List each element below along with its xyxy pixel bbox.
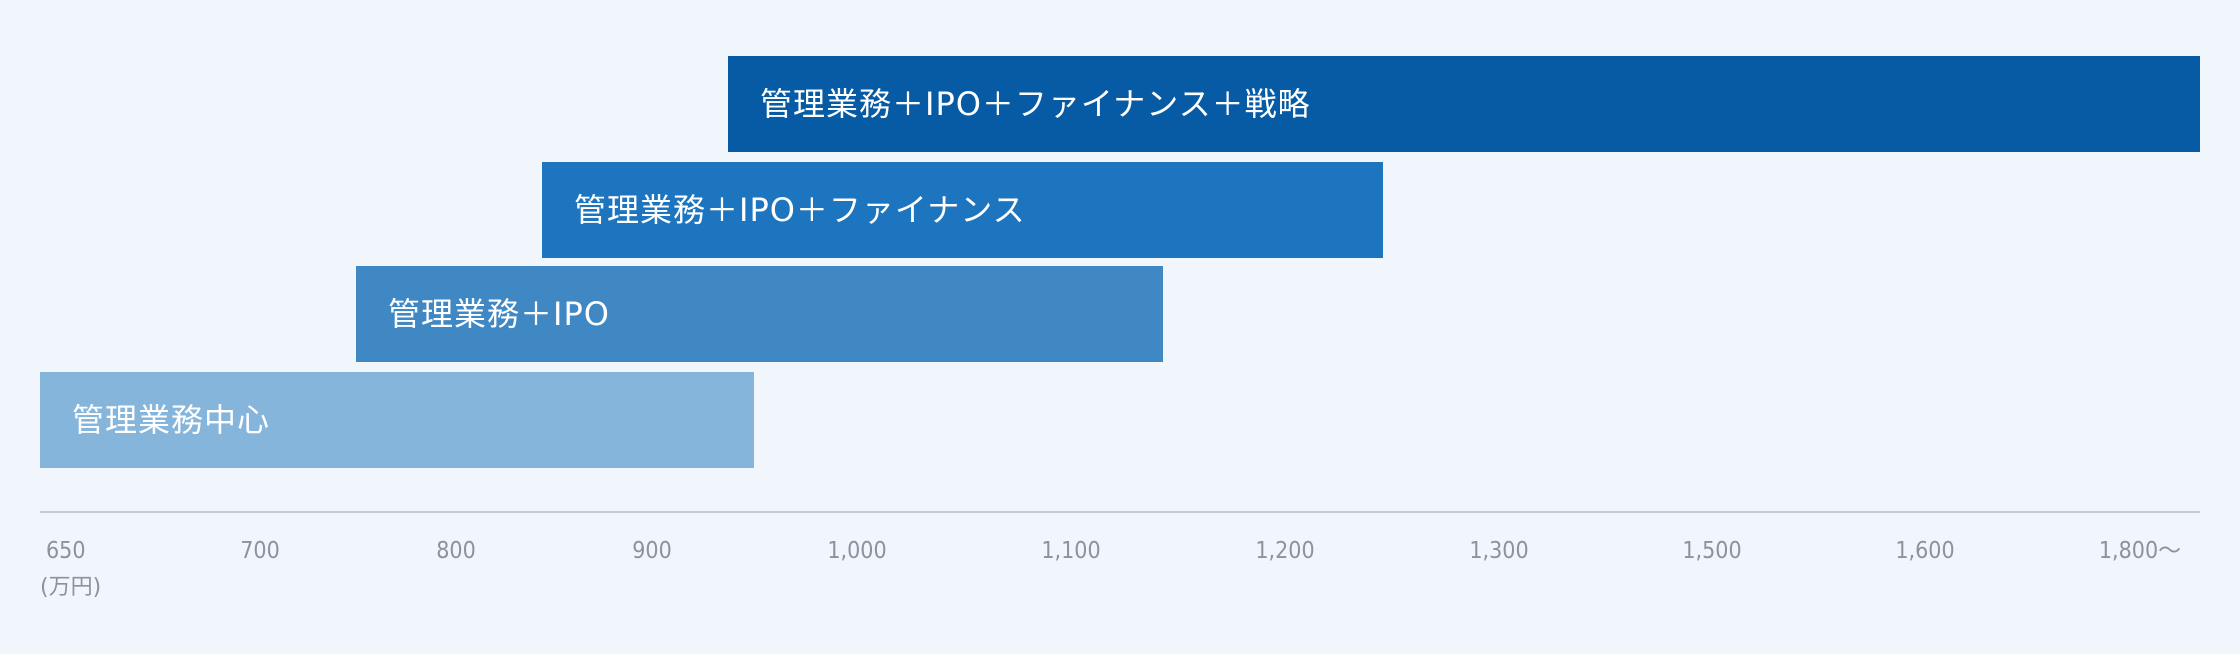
x-tick-label: 1,800〜 xyxy=(2099,538,2181,564)
x-tick-label: 1,300 xyxy=(1469,538,1528,564)
x-tick-label: 1,200 xyxy=(1255,538,1314,564)
x-axis-unit-label: (万円) xyxy=(40,575,101,600)
x-tick-label: 1,000 xyxy=(827,538,886,564)
bar-label: 管理業務＋IPO xyxy=(388,295,610,333)
bars-group: 管理業務中心 管理業務＋IPO 管理業務＋IPO＋ファイナンス 管理業務＋IPO＋ファ… xyxy=(40,56,2200,468)
x-tick-label: 700 xyxy=(240,538,280,564)
bar-label: 管理業務中心 xyxy=(72,401,270,439)
x-tick-label: 1,100 xyxy=(1041,538,1100,564)
bar-label: 管理業務＋IPO＋ファイナンス＋戦略 xyxy=(760,85,1311,123)
x-tick-label: 900 xyxy=(632,538,672,564)
range-bar xyxy=(542,162,1383,258)
range-bar xyxy=(40,372,754,468)
bar-label: 管理業務＋IPO＋ファイナンス xyxy=(574,191,1026,229)
x-tick-label: 1,500 xyxy=(1682,538,1741,564)
range-bar xyxy=(728,56,2200,152)
x-tick-label: 800 xyxy=(436,538,476,564)
x-tick-label: 650 xyxy=(46,538,86,564)
range-bar xyxy=(356,266,1163,362)
x-tick-label: 1,600 xyxy=(1895,538,1954,564)
x-axis-ticks: 650 700 800 900 1,000 1,100 1,200 1,300 1,500 1,6… xyxy=(46,538,2181,564)
